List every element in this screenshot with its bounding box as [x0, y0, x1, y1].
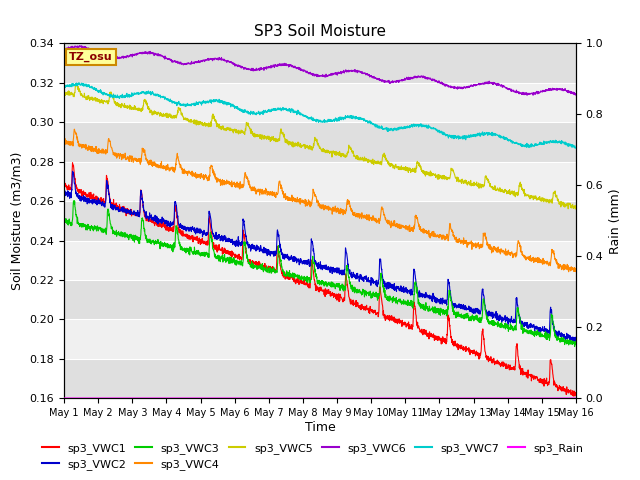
Legend: sp3_VWC1, sp3_VWC2, sp3_VWC3, sp3_VWC4, sp3_VWC5, sp3_VWC6, sp3_VWC7, sp3_Rain: sp3_VWC1, sp3_VWC2, sp3_VWC3, sp3_VWC4, …	[38, 438, 588, 474]
Bar	[64, 280, 576, 320]
Bar	[64, 359, 576, 398]
Y-axis label: Soil Moisture (m3/m3): Soil Moisture (m3/m3)	[11, 152, 24, 290]
Y-axis label: Rain (mm): Rain (mm)	[609, 188, 622, 253]
Bar	[64, 122, 576, 162]
Title: SP3 Soil Moisture: SP3 Soil Moisture	[254, 24, 386, 39]
Text: TZ_osu: TZ_osu	[69, 52, 113, 62]
Bar	[64, 43, 576, 83]
X-axis label: Time: Time	[305, 421, 335, 434]
Bar	[64, 201, 576, 240]
